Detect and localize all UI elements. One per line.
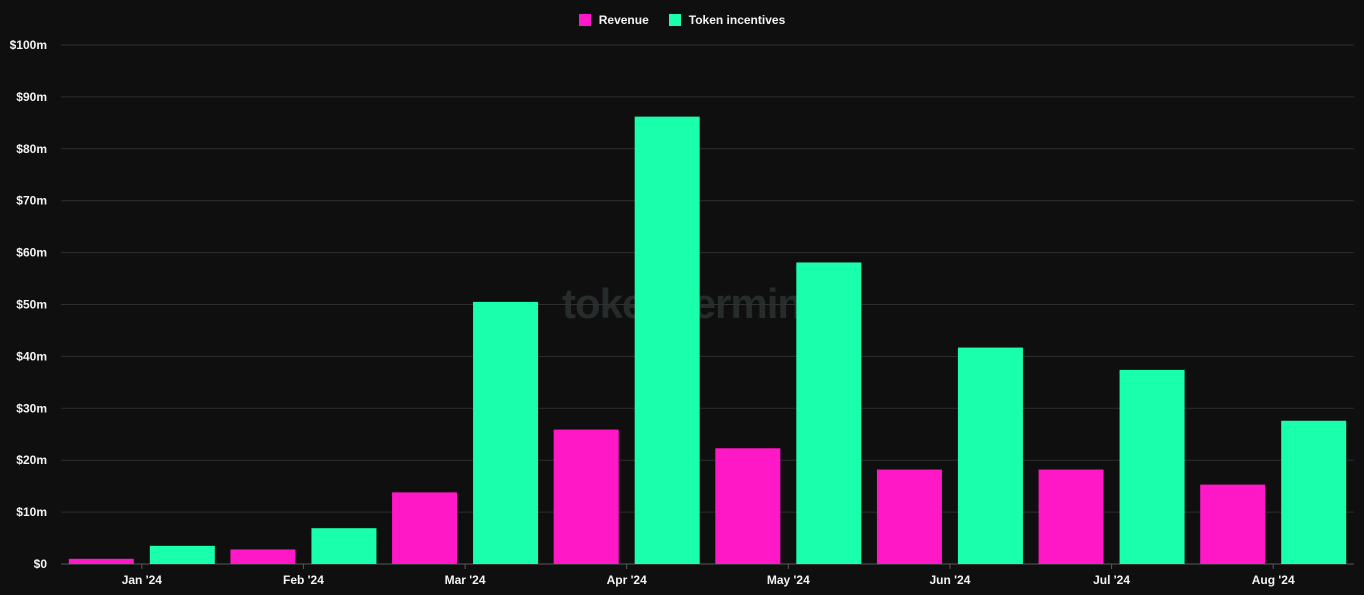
bar-token-incentives[interactable]: [149, 545, 215, 564]
y-tick-label: $60m: [16, 246, 47, 260]
bar-token-incentives[interactable]: [311, 528, 377, 564]
legend-label-revenue: Revenue: [598, 13, 649, 27]
x-tick-label: Jul '24: [1093, 573, 1130, 587]
x-tick-label: Jan '24: [122, 573, 163, 587]
bar-revenue[interactable]: [230, 549, 296, 564]
legend-item-revenue[interactable]: Revenue: [578, 12, 649, 28]
bar-token-incentives[interactable]: [634, 116, 700, 564]
y-tick-label: $50m: [16, 298, 47, 312]
bar-revenue[interactable]: [1038, 469, 1104, 564]
legend-item-token-incentives[interactable]: Token incentives: [668, 12, 786, 28]
x-tick-label: Apr '24: [607, 573, 648, 587]
bar-revenue[interactable]: [553, 429, 619, 564]
x-tick-label: Mar '24: [445, 573, 486, 587]
bar-token-incentives[interactable]: [796, 262, 862, 564]
y-tick-label: $80m: [16, 142, 47, 156]
revenue-swatch-icon: [578, 14, 591, 26]
x-tick-label: Aug '24: [1252, 573, 1295, 587]
legend-label-token-incentives: Token incentives: [688, 13, 786, 27]
y-tick-label: $30m: [16, 401, 47, 415]
bar-token-incentives[interactable]: [1281, 420, 1347, 564]
y-tick-label: $100m: [10, 38, 47, 52]
bar-token-incentives[interactable]: [1119, 369, 1185, 564]
bar-token-incentives[interactable]: [957, 347, 1023, 564]
x-tick-label: May '24: [767, 573, 810, 587]
bar-revenue[interactable]: [715, 448, 781, 564]
bar-revenue[interactable]: [876, 469, 942, 564]
bar-token-incentives[interactable]: [473, 301, 539, 564]
x-tick-label: Feb '24: [283, 573, 324, 587]
y-tick-label: $20m: [16, 453, 47, 467]
token-incentives-swatch-icon: [668, 14, 681, 26]
legend: Revenue Token incentives: [0, 12, 1364, 28]
bar-revenue[interactable]: [392, 492, 458, 564]
y-tick-label: $40m: [16, 349, 47, 363]
bar-revenue[interactable]: [68, 558, 134, 564]
y-tick-label: $90m: [16, 90, 47, 104]
bar-revenue[interactable]: [1200, 484, 1266, 564]
x-tick-label: Jun '24: [930, 573, 971, 587]
y-tick-label: $70m: [16, 194, 47, 208]
y-tick-label: $0: [34, 557, 48, 571]
y-tick-label: $10m: [16, 505, 47, 519]
